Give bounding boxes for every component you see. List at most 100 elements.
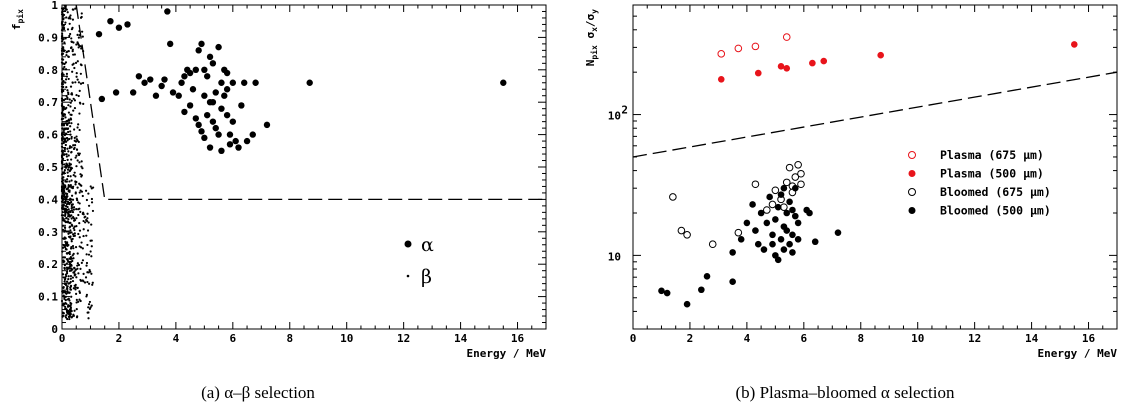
legend-marker-0 bbox=[908, 151, 916, 159]
beta-point bbox=[67, 278, 70, 281]
beta-point bbox=[91, 281, 94, 284]
x-axis-label-b: Energy / MeV bbox=[1038, 347, 1118, 360]
beta-point bbox=[71, 198, 75, 201]
beta-point bbox=[79, 299, 82, 303]
beta-point bbox=[64, 316, 68, 319]
data-point bbox=[774, 203, 782, 211]
beta-point bbox=[61, 26, 64, 29]
alpha-point bbox=[223, 111, 231, 119]
beta-point bbox=[64, 205, 68, 208]
beta-point bbox=[78, 191, 81, 194]
beta-point bbox=[70, 135, 73, 139]
alpha-point bbox=[229, 118, 237, 125]
alpha-point bbox=[198, 40, 205, 48]
x-tick-label-a: 10 bbox=[340, 332, 353, 345]
y-tick-label-a: 0.4 bbox=[38, 193, 58, 206]
beta-point bbox=[60, 73, 64, 76]
data-point bbox=[771, 186, 780, 195]
beta-point bbox=[68, 170, 71, 173]
beta-point bbox=[67, 91, 70, 94]
beta-point bbox=[66, 291, 69, 294]
beta-point bbox=[64, 192, 67, 195]
beta-point bbox=[70, 158, 73, 161]
beta-point bbox=[65, 203, 69, 206]
data-point bbox=[734, 228, 743, 237]
alpha-point bbox=[161, 76, 168, 83]
beta-point bbox=[65, 132, 68, 135]
beta-point bbox=[63, 153, 66, 156]
data-point bbox=[698, 286, 705, 294]
alpha-point bbox=[198, 128, 205, 135]
beta-point bbox=[62, 114, 65, 118]
alpha-point bbox=[201, 92, 208, 99]
beta-point bbox=[79, 278, 82, 282]
beta-point bbox=[69, 304, 72, 307]
data-point bbox=[780, 246, 788, 253]
beta-point bbox=[84, 215, 87, 218]
alpha-point bbox=[206, 53, 214, 61]
beta-point bbox=[63, 230, 66, 233]
beta-point bbox=[70, 179, 73, 182]
data-point bbox=[754, 69, 762, 77]
beta-point bbox=[87, 192, 90, 195]
beta-point bbox=[61, 135, 64, 138]
alpha-point bbox=[263, 121, 271, 129]
alpha-point bbox=[226, 131, 234, 138]
beta-point bbox=[63, 260, 66, 263]
alpha-point bbox=[229, 79, 237, 86]
beta-point bbox=[61, 216, 64, 220]
beta-point bbox=[63, 41, 66, 44]
beta-point bbox=[73, 225, 76, 228]
beta-point bbox=[76, 315, 79, 318]
beta-point bbox=[62, 89, 65, 92]
data-point bbox=[663, 289, 671, 297]
beta-point bbox=[73, 53, 76, 56]
beta-point bbox=[60, 150, 64, 153]
alpha-point bbox=[107, 18, 114, 25]
beta-point bbox=[67, 111, 71, 114]
data-point bbox=[683, 230, 691, 239]
beta-point bbox=[69, 309, 73, 313]
beta-point bbox=[82, 234, 85, 238]
beta-point bbox=[72, 247, 75, 250]
beta-point bbox=[62, 37, 65, 41]
beta-point bbox=[70, 28, 74, 31]
data-point bbox=[791, 212, 799, 220]
alpha-point bbox=[186, 69, 194, 77]
beta-point bbox=[74, 140, 78, 143]
alpha-points bbox=[95, 8, 507, 154]
beta-point bbox=[63, 65, 66, 69]
beta-point bbox=[69, 14, 72, 17]
alpha-point bbox=[178, 79, 185, 86]
data-point bbox=[777, 236, 785, 243]
beta-point bbox=[68, 201, 71, 205]
beta-point bbox=[84, 189, 88, 192]
beta-point bbox=[72, 144, 75, 147]
beta-point bbox=[68, 121, 71, 125]
y-tick-label-a: 1 bbox=[51, 0, 58, 12]
beta-point bbox=[72, 233, 75, 236]
beta-point bbox=[61, 32, 64, 35]
beta-point bbox=[72, 216, 75, 219]
beta-point bbox=[63, 226, 67, 230]
beta-point bbox=[91, 283, 94, 286]
beta-point bbox=[60, 28, 64, 32]
beta-point bbox=[61, 186, 64, 189]
beta-point bbox=[62, 197, 65, 201]
data-point bbox=[683, 300, 691, 308]
beta-point bbox=[64, 282, 68, 285]
beta-point bbox=[67, 218, 70, 221]
data-point bbox=[769, 240, 776, 248]
alpha-point bbox=[212, 124, 219, 132]
beta-point bbox=[69, 235, 72, 238]
x-tick-label-a: 2 bbox=[116, 332, 123, 345]
beta-point bbox=[78, 161, 81, 164]
data-point bbox=[772, 216, 779, 223]
beta-point bbox=[70, 99, 73, 102]
beta-point bbox=[65, 266, 68, 269]
beta-point bbox=[67, 77, 70, 81]
beta-point bbox=[61, 137, 64, 140]
beta-point bbox=[67, 208, 70, 211]
beta-point bbox=[66, 285, 69, 289]
beta-point bbox=[89, 185, 92, 188]
